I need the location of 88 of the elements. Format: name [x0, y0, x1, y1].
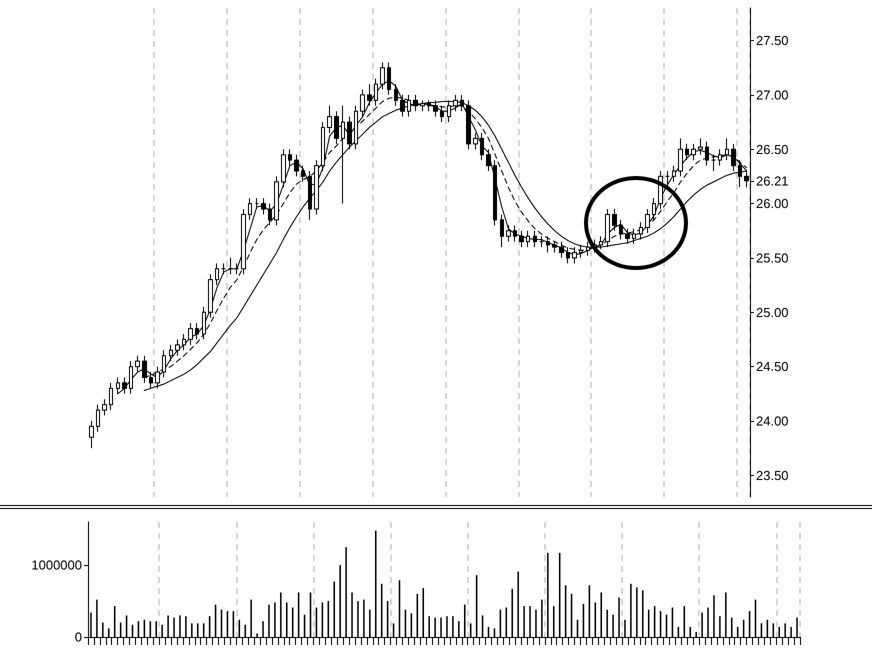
candlestick: [314, 160, 319, 215]
candlestick: [665, 170, 670, 188]
candlestick: [301, 165, 305, 182]
candlestick: [96, 404, 100, 432]
candlestick: [493, 160, 497, 226]
candlestick: [619, 219, 623, 240]
candlestick: [294, 154, 299, 177]
candlestick: [89, 420, 94, 449]
candlestick: [711, 154, 716, 172]
candlestick: [327, 105, 332, 134]
candlestick: [175, 338, 180, 356]
candlestick: [546, 236, 550, 253]
candlestick: [268, 203, 272, 226]
candlestick: [135, 355, 140, 373]
candlestick: [519, 230, 524, 248]
candlestick: [639, 222, 643, 240]
candlestick: [691, 143, 696, 161]
candlestick: [500, 214, 504, 248]
candlestick: [579, 244, 583, 258]
candlestick: [698, 138, 703, 156]
candlestick: [586, 241, 590, 256]
candlestick: [678, 138, 683, 177]
candlestick: [102, 398, 107, 416]
candlestick: [506, 224, 511, 242]
y-tick-label: 24.00: [756, 413, 789, 428]
candlestick: [605, 208, 610, 248]
candlestick: [645, 208, 650, 234]
candlestick: [221, 262, 226, 275]
y-tick-label: 27.50: [756, 33, 789, 48]
candlestick: [208, 274, 213, 318]
candlestick: [248, 198, 252, 220]
candlestick: [599, 236, 603, 250]
candlestick: [347, 116, 352, 150]
candlestick: [321, 122, 325, 172]
candlestick: [440, 105, 444, 123]
candlestick: [235, 262, 239, 275]
candlestick: [367, 84, 372, 106]
candlestick: [533, 230, 537, 248]
y-tick-label: 25.50: [756, 250, 789, 266]
candlestick: [360, 89, 365, 118]
y-tick-label: 24.50: [756, 359, 789, 374]
candlestick: [526, 230, 530, 248]
y-tick-label: 26.50: [756, 142, 789, 157]
candlestick: [513, 224, 517, 242]
candlestick: [705, 141, 709, 166]
y-tick-label: 1000000: [31, 558, 82, 573]
candlestick: [725, 138, 729, 161]
candlestick: [539, 236, 544, 248]
candlestick: [182, 334, 186, 351]
candlestick: [241, 208, 246, 275]
candlestick: [195, 322, 199, 340]
candlestick: [109, 382, 113, 411]
candlestick: [202, 306, 206, 340]
candlestick: [281, 148, 286, 188]
candlestick: [718, 148, 722, 166]
candlestick: [228, 257, 233, 275]
candlestick: [625, 228, 630, 244]
candlestick: [288, 148, 292, 166]
candlestick: [334, 110, 339, 144]
y-tick-label: 26.00: [756, 196, 789, 212]
candlestick: [632, 228, 636, 244]
candlestick: [566, 246, 570, 264]
candlestick: [480, 132, 484, 161]
candlestick: [215, 262, 219, 286]
candlestick: [552, 241, 557, 253]
candlestick: [261, 198, 266, 215]
y-tick-label: 25.00: [756, 304, 789, 320]
candlestick: [274, 176, 279, 226]
candlestick: [559, 241, 564, 258]
candlestick: [169, 344, 173, 362]
candlestick: [652, 198, 656, 220]
candlestick: [672, 165, 676, 182]
candlestick: [308, 170, 312, 220]
candlestick: [731, 143, 736, 172]
candlestick: [255, 198, 259, 210]
y-tick-label: 0: [74, 630, 82, 644]
candlestick: [341, 105, 345, 204]
y-tick-label: 23.50: [756, 468, 789, 483]
candlestick: [473, 132, 478, 150]
candlestick: [685, 143, 689, 161]
candlestick: [188, 322, 193, 346]
candlestick: [612, 208, 617, 232]
candlestick: [354, 105, 358, 150]
candlestick: [572, 246, 577, 264]
candlestick: [738, 160, 742, 188]
y-tick-label: 26.21: [756, 173, 789, 188]
y-tick-label: 27.00: [756, 87, 789, 102]
candlestick: [486, 148, 491, 172]
